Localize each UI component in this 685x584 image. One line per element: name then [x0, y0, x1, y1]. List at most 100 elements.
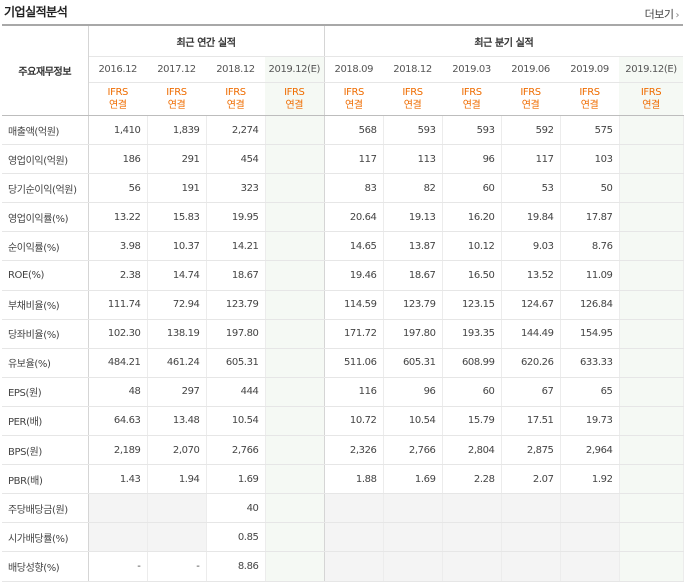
period-header: 2017.12: [147, 56, 206, 83]
quarterly-value: 1.69: [383, 464, 443, 495]
quarterly-value: 15.79: [442, 406, 502, 437]
financial-summary-table: 주요재무정보 최근 연간 실적 최근 분기 실적 2016.12 2017.12 2…: [2, 24, 684, 582]
quarterly-value: [619, 289, 684, 320]
table-row: 영업이익률(%) 13.22 15.83 19.95 20.64 19.13 16.20 19…: [2, 202, 684, 233]
annual-value: 1.94: [147, 464, 207, 495]
quarterly-value: [324, 493, 384, 524]
row-label-header: 주요재무정보: [2, 24, 89, 116]
annual-value: [265, 115, 325, 146]
quarterly-value: 2,326: [324, 435, 384, 466]
table-row: 시가배당률(%) 0.85: [2, 522, 684, 553]
basis-line2: 연결: [642, 100, 660, 111]
annual-value: [265, 319, 325, 349]
basis-line2: 연결: [462, 100, 481, 111]
quarterly-value: 1.88: [324, 464, 384, 495]
basis-line1: IFRS: [579, 87, 600, 98]
annual-value: 2,189: [88, 435, 148, 466]
annual-value: 40: [206, 493, 266, 524]
quarterly-value: [324, 551, 384, 582]
quarterly-value: 2,964: [560, 435, 620, 466]
quarterly-value: 83: [324, 173, 384, 204]
quarterly-value: 575: [560, 115, 620, 146]
annual-value: [265, 289, 325, 320]
quarterly-value: 123.15: [442, 289, 502, 320]
quarterly-value: 9.03: [501, 231, 561, 262]
quarterly-value: [619, 551, 684, 582]
quarterly-value: 2.28: [442, 464, 502, 495]
basis-line1: IFRS: [461, 87, 482, 98]
annual-value: [265, 231, 325, 262]
annual-value: 197.80: [206, 319, 266, 349]
annual-value: 10.37: [147, 231, 207, 262]
annual-value: 605.31: [206, 348, 266, 378]
quarterly-value: 14.65: [324, 231, 384, 262]
basis-header: IFRS 연결: [442, 82, 502, 116]
row-label: 시가배당률(%): [2, 522, 89, 553]
annual-value: 186: [88, 144, 148, 175]
quarterly-value: 96: [383, 376, 443, 407]
period-header: 2019.12(E): [619, 56, 684, 83]
basis-header: IFRS 연결: [383, 82, 443, 116]
annual-value: 102.30: [88, 319, 148, 349]
quarterly-value: 16.20: [442, 202, 502, 233]
quarterly-value: 67: [501, 376, 561, 407]
annual-value: 0.85: [206, 522, 266, 553]
quarterly-value: 2,804: [442, 435, 502, 466]
quarterly-value: [560, 551, 620, 582]
annual-value: -: [88, 551, 148, 582]
table-row: 순이익률(%) 3.98 10.37 14.21 14.65 13.87 10.12 9.03…: [2, 231, 684, 262]
basis-line2: 연결: [285, 100, 304, 111]
quarterly-value: 193.35: [442, 319, 502, 349]
quarterly-value: 620.26: [501, 348, 561, 378]
basis-header: IFRS 연결: [88, 82, 147, 116]
basis-line1: IFRS: [166, 87, 187, 98]
quarterly-value: [501, 522, 561, 553]
section-title: 기업실적분석: [4, 5, 68, 19]
table-row: 부채비율(%) 111.74 72.94 123.79 114.59 123.79 123.…: [2, 289, 684, 320]
quarterly-value: 13.52: [501, 260, 561, 291]
basis-line1: IFRS: [520, 87, 541, 98]
more-link[interactable]: 더보기 ›: [645, 6, 680, 22]
basis-line2: 연결: [403, 100, 422, 111]
annual-value: [265, 522, 325, 553]
quarterly-value: 19.84: [501, 202, 561, 233]
row-label: PBR(배): [2, 464, 89, 495]
quarterly-value: [619, 144, 684, 175]
quarterly-value: 511.06: [324, 348, 384, 378]
table-row: BPS(원) 2,189 2,070 2,766 2,326 2,766 2,804 2,87…: [2, 435, 684, 466]
quarterly-value: 126.84: [560, 289, 620, 320]
quarterly-value: [442, 551, 502, 582]
quarterly-value: 2,766: [383, 435, 443, 466]
annual-value: [265, 376, 325, 407]
quarterly-value: 123.79: [383, 289, 443, 320]
quarterly-value: 592: [501, 115, 561, 146]
basis-header: IFRS 연결: [501, 82, 561, 116]
period-header: 2019.03: [442, 56, 502, 83]
row-label: 당좌비율(%): [2, 319, 89, 349]
quarterly-value: [619, 173, 684, 204]
quarterly-value: 1.92: [560, 464, 620, 495]
quarterly-value: [619, 464, 684, 495]
basis-line1: IFRS: [225, 87, 246, 98]
period-header: 2018.12: [383, 56, 443, 83]
quarterly-value: 19.46: [324, 260, 384, 291]
quarterly-value: 8.76: [560, 231, 620, 262]
quarterly-value: [619, 376, 684, 407]
row-label: BPS(원): [2, 435, 89, 466]
quarterly-value: 117: [501, 144, 561, 175]
basis-line1: IFRS: [284, 87, 305, 98]
quarterly-value: [619, 406, 684, 437]
table-row: 유보율(%) 484.21 461.24 605.31 511.06 605.31 608.…: [2, 348, 684, 378]
row-label: 주당배당금(원): [2, 493, 89, 524]
annual-value: 1.43: [88, 464, 148, 495]
quarterly-value: 114.59: [324, 289, 384, 320]
annual-value: [265, 435, 325, 466]
table-row: 당기순이익(억원) 56 191 323 83 82 60 53 50: [2, 173, 684, 204]
basis-line2: 연결: [580, 100, 599, 111]
quarterly-value: 197.80: [383, 319, 443, 349]
quarterly-value: [501, 551, 561, 582]
chevron-right-icon: ›: [675, 10, 680, 21]
quarterly-value: 633.33: [560, 348, 620, 378]
period-header: 2018.09: [324, 56, 384, 83]
annual-value: [265, 202, 325, 233]
